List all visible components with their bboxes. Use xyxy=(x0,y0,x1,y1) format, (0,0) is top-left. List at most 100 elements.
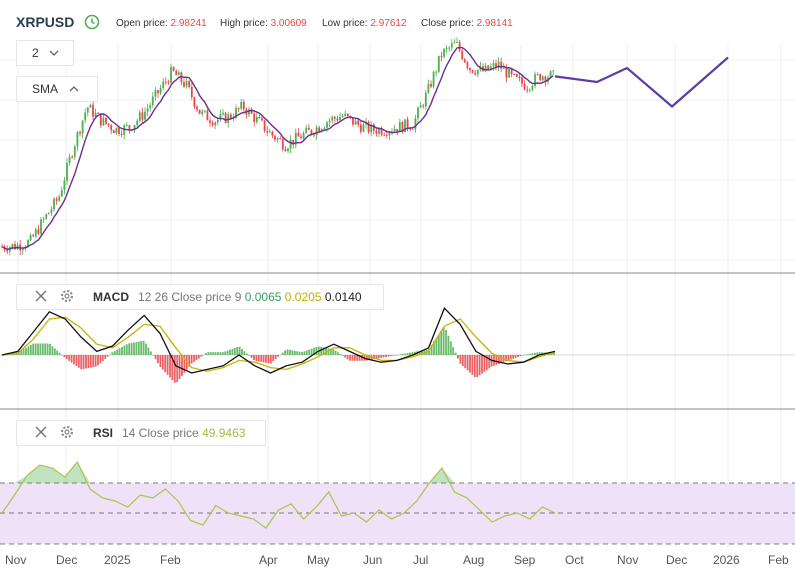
rsi-band xyxy=(0,483,795,544)
macd-histogram-bar xyxy=(111,352,114,355)
candle xyxy=(240,99,243,111)
candle xyxy=(66,158,68,185)
macd-histogram-bar xyxy=(308,349,311,355)
macd-histogram-bar xyxy=(329,348,332,355)
macd-histogram-bar xyxy=(51,346,54,355)
close-icon[interactable] xyxy=(33,424,49,440)
macd-histogram-bar xyxy=(358,355,361,361)
candle xyxy=(318,125,321,132)
macd-histogram-bar xyxy=(346,355,349,360)
macd-histogram-bar xyxy=(351,355,354,361)
macd-histogram-bar xyxy=(181,355,183,376)
candle xyxy=(279,135,282,140)
x-tick-label: Apr xyxy=(259,553,278,567)
gear-icon[interactable] xyxy=(59,424,75,440)
macd-histogram-bar xyxy=(39,343,42,355)
clock-icon[interactable] xyxy=(84,14,100,30)
macd-histogram-bar xyxy=(257,355,260,362)
macd-histogram-bar xyxy=(41,343,44,355)
candle xyxy=(466,61,469,71)
macd-histogram-bar xyxy=(457,355,459,359)
candle xyxy=(287,147,289,154)
macd-histogram-bar xyxy=(296,351,299,355)
macd-histogram-bar xyxy=(272,355,275,362)
macd-histogram-bar xyxy=(188,355,191,367)
macd-histogram-bar xyxy=(517,355,519,357)
candle xyxy=(92,101,94,121)
symbol-title: XRPUSD xyxy=(16,14,75,30)
candle xyxy=(419,102,422,108)
macd-histogram-bar xyxy=(313,347,315,355)
sma-toggle[interactable]: SMA xyxy=(16,76,98,102)
macd-histogram-bar xyxy=(73,355,75,365)
macd-histogram-bar xyxy=(135,342,138,355)
macd-histogram-bar xyxy=(125,344,128,355)
macd-histogram-bar xyxy=(356,355,359,361)
macd-histogram-bar xyxy=(214,352,217,355)
macd-histogram-bar xyxy=(245,353,248,355)
candle xyxy=(476,69,479,78)
macd-histogram-bar xyxy=(332,349,335,355)
macd-histogram-bar xyxy=(478,355,481,376)
macd-histogram-bar xyxy=(440,330,443,355)
candle xyxy=(258,114,261,119)
candle xyxy=(539,73,542,82)
candle xyxy=(193,96,196,110)
macd-histogram-bar xyxy=(157,355,159,364)
macd-histogram-bar xyxy=(507,355,510,361)
gear-icon[interactable] xyxy=(59,288,75,304)
macd-line xyxy=(1,307,556,374)
candle xyxy=(432,70,435,89)
macd-histogram-bar xyxy=(140,341,143,355)
macd-histogram-bar xyxy=(464,355,467,369)
candle xyxy=(344,110,347,117)
candle xyxy=(300,133,302,139)
macd-histogram-bar xyxy=(385,355,387,358)
x-tick-label: Nov xyxy=(5,553,27,567)
macd-histogram-bar xyxy=(495,355,498,365)
macd-histogram-bar xyxy=(344,355,347,358)
candle xyxy=(482,63,484,72)
macd-histogram-bar xyxy=(305,350,308,355)
close-icon[interactable] xyxy=(33,288,49,304)
candle xyxy=(128,124,131,134)
macd-histogram-bar xyxy=(411,352,414,355)
candle xyxy=(276,137,279,143)
candle xyxy=(47,212,50,215)
candle xyxy=(245,107,248,119)
zoom-select[interactable]: 2 xyxy=(16,40,74,66)
candle xyxy=(149,102,152,112)
macd-histogram-bar xyxy=(526,354,529,355)
candle xyxy=(450,39,453,52)
macd-histogram-bar xyxy=(327,348,330,355)
macd-histogram-bar xyxy=(250,355,253,358)
candle xyxy=(141,107,144,123)
macd-histogram-bar xyxy=(58,352,61,355)
candle xyxy=(294,128,297,149)
low-price: Low price: 2.97612 xyxy=(322,18,407,29)
candle xyxy=(266,126,269,137)
macd-histogram-bar xyxy=(44,343,47,355)
macd-histogram-bar xyxy=(397,354,399,356)
macd-histogram-bar xyxy=(82,355,85,369)
sma-label: SMA xyxy=(32,82,59,96)
candle xyxy=(107,123,110,128)
candle xyxy=(188,80,191,89)
macd-histogram-bar xyxy=(533,352,536,355)
candle xyxy=(456,37,458,44)
macd-histogram-bar xyxy=(123,345,126,355)
candle xyxy=(76,130,79,152)
macd-histogram-bar xyxy=(17,351,20,355)
candle xyxy=(183,78,185,89)
candle xyxy=(154,87,157,101)
candle xyxy=(443,47,445,59)
candle xyxy=(105,117,107,125)
macd-histogram-bar xyxy=(217,352,219,355)
macd-histogram-bar xyxy=(512,355,515,359)
candle xyxy=(427,79,430,94)
macd-histogram-bar xyxy=(310,348,313,355)
candle xyxy=(383,132,386,136)
macd-histogram-bar xyxy=(212,352,215,355)
candle xyxy=(261,116,263,122)
